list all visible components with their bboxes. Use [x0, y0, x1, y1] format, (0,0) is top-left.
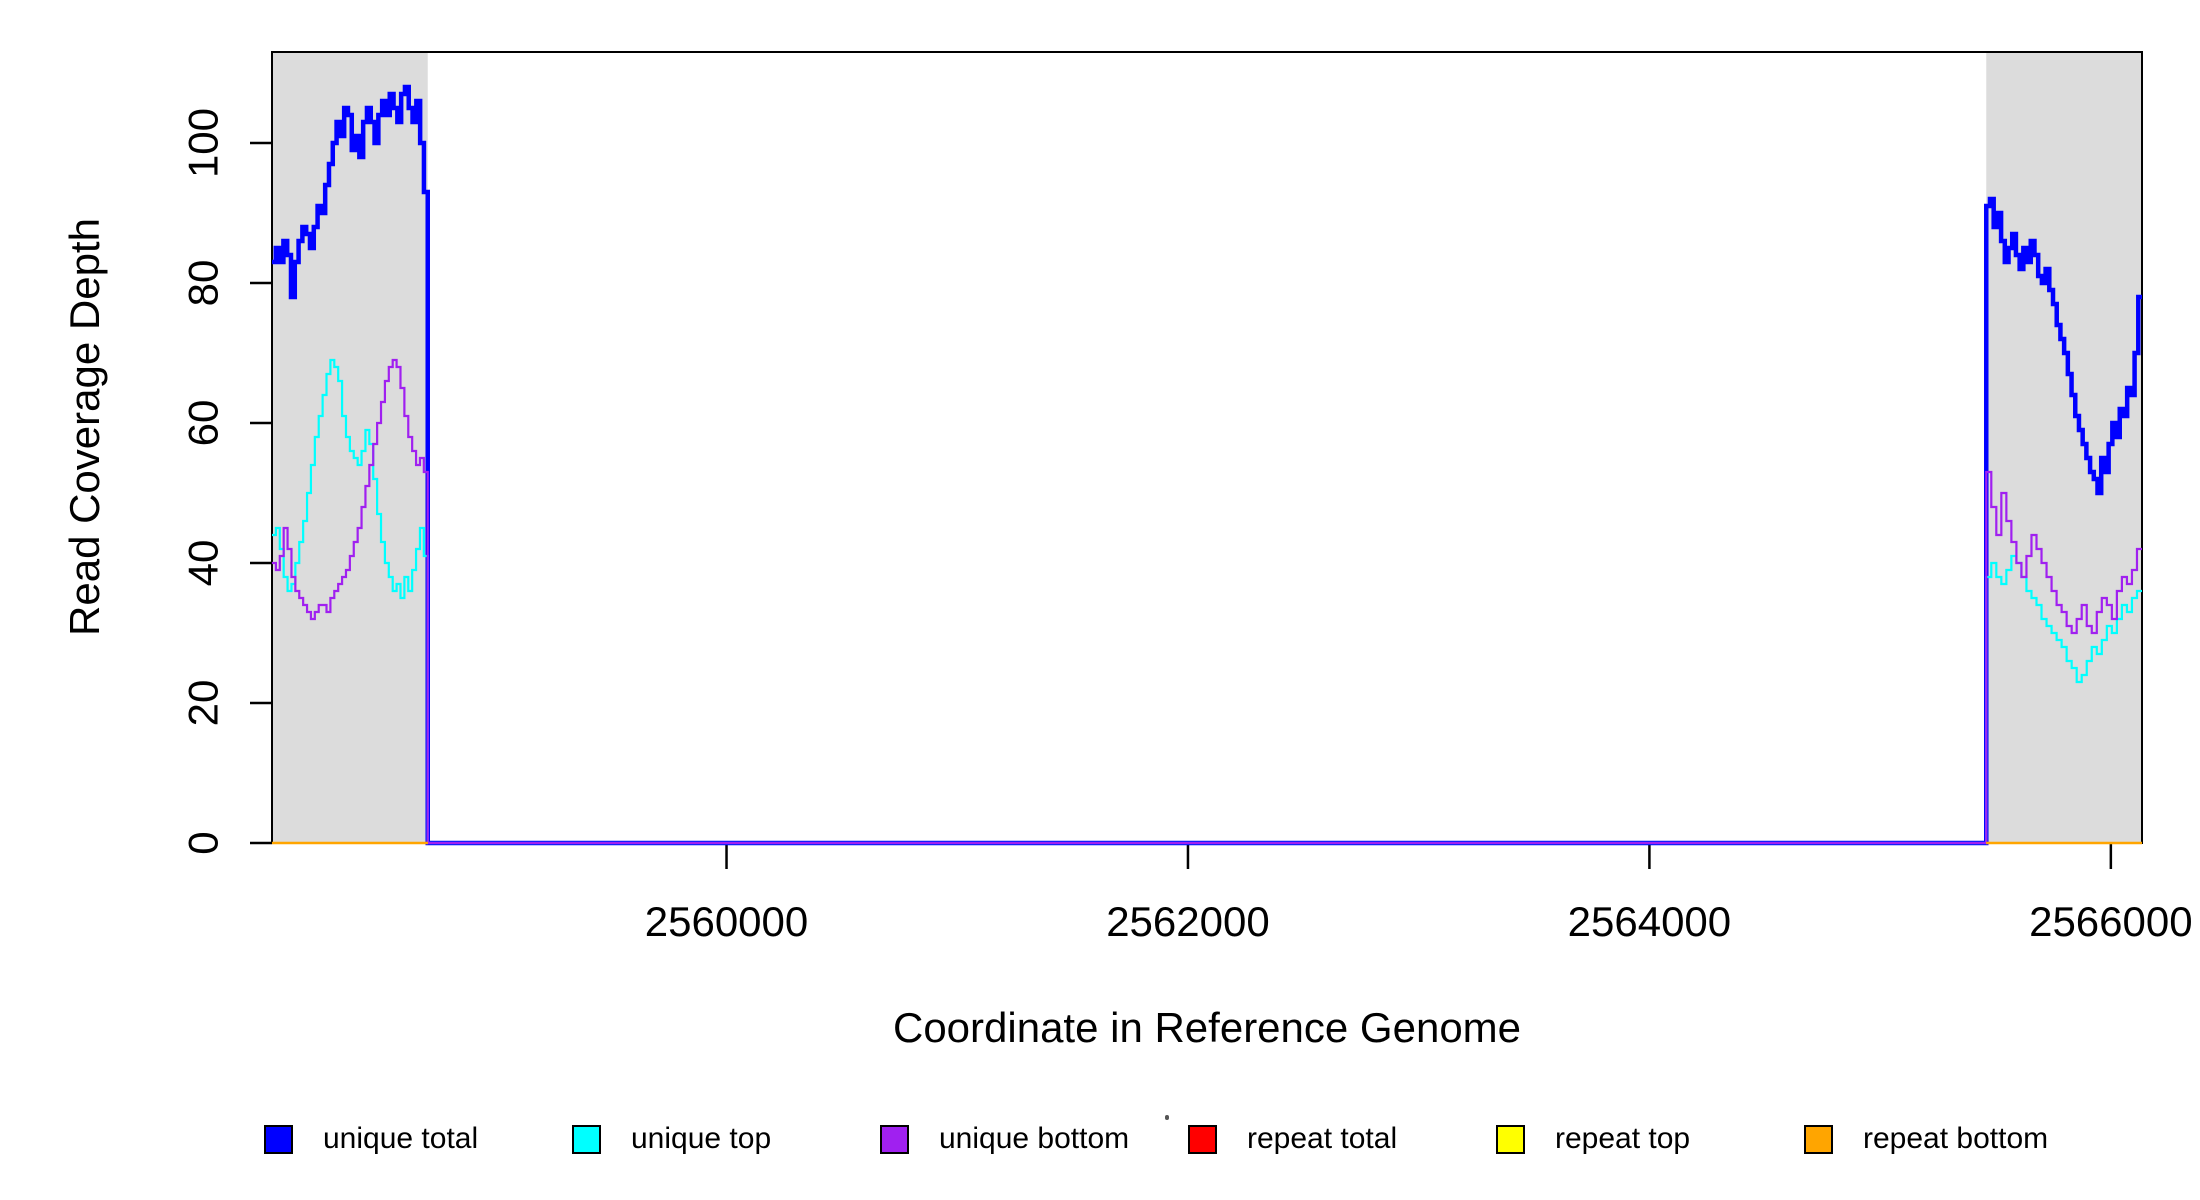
series-unique-bottom-line	[272, 358, 2142, 845]
legend-label: repeat bottom	[1863, 1122, 2049, 1155]
y-axis-title: Read Coverage Depth	[61, 218, 108, 636]
plot-frame	[271, 51, 2143, 844]
y-tick-label: 40	[180, 540, 227, 587]
y-tick-label: 20	[180, 680, 227, 727]
y-tick-label: 100	[180, 108, 227, 178]
legend-label: unique total	[323, 1122, 479, 1155]
y-tick-label: 80	[180, 260, 227, 307]
legend-swatch-unique-bottom	[880, 1124, 909, 1154]
legend-label: repeat total	[1247, 1122, 1398, 1155]
x-tick-label: 2564000	[1568, 898, 1732, 945]
legend-swatch-repeat-total	[1188, 1124, 1217, 1154]
x-tick-label: 2562000	[1106, 898, 1270, 945]
x-tick-label: 2566000	[2029, 898, 2193, 945]
repeat-region-shading	[1986, 52, 2142, 843]
legend-swatch-unique-total	[264, 1124, 293, 1154]
legend-item-repeat-top: repeat top	[1496, 1122, 1690, 1156]
series-unique-top-line	[272, 358, 2142, 845]
legend-label: repeat top	[1555, 1122, 1691, 1155]
legend-item-unique-bottom: unique bottom	[880, 1122, 1129, 1156]
legend-swatch-unique-top	[572, 1124, 601, 1154]
legend-item-unique-top: unique top	[572, 1122, 771, 1156]
legend-label: unique bottom	[939, 1122, 1130, 1155]
legend-label: unique top	[631, 1122, 772, 1155]
series-unique-total-line	[272, 84, 2142, 846]
legend-item-unique-total: unique total	[264, 1122, 478, 1156]
y-tick-label: 0	[180, 831, 227, 854]
x-axis-title: Coordinate in Reference Genome	[892, 1004, 1522, 1051]
x-tick-label: 2560000	[645, 898, 809, 945]
stray-dot	[1165, 1115, 1169, 1120]
legend-swatch-repeat-top	[1496, 1124, 1525, 1154]
legend-swatch-repeat-bottom	[1804, 1124, 1833, 1154]
y-tick-label: 60	[180, 400, 227, 447]
legend-item-repeat-total: repeat total	[1188, 1122, 1397, 1156]
legend-item-repeat-bottom: repeat bottom	[1804, 1122, 2048, 1156]
